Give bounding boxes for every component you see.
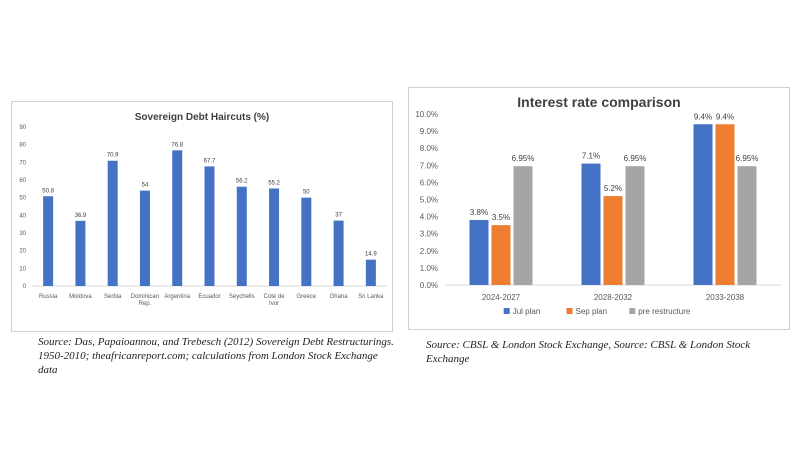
y-tick-label: 0 bbox=[23, 284, 27, 290]
x-tick-label: Ghana bbox=[330, 294, 349, 300]
bar-value-label: 5.2% bbox=[604, 184, 622, 193]
bar-value-label: 55.2 bbox=[268, 180, 280, 186]
legend-label: Sep plan bbox=[576, 307, 608, 316]
x-tick-label: Sri Lanka bbox=[358, 294, 384, 300]
bar bbox=[204, 166, 215, 286]
bar bbox=[715, 124, 735, 285]
bar-value-label: 9.4% bbox=[716, 112, 734, 121]
legend-swatch bbox=[503, 308, 510, 314]
y-tick-label: 6.0% bbox=[420, 178, 438, 187]
x-tick-label-line: Dominican bbox=[131, 294, 159, 300]
legend-label: pre restructure bbox=[638, 307, 691, 316]
bar bbox=[172, 150, 183, 286]
legend-label: Jul plan bbox=[513, 307, 541, 316]
source-caption-left: Source: Das, Papaioannou, and Trebesch (… bbox=[38, 336, 394, 376]
bar bbox=[365, 259, 376, 286]
bar bbox=[139, 190, 150, 286]
chart-title: Sovereign Debt Haircuts (%) bbox=[135, 112, 269, 123]
x-tick-label: 2033-2038 bbox=[706, 293, 745, 302]
bar-value-label: 50.8 bbox=[42, 188, 54, 194]
bar bbox=[107, 160, 118, 286]
y-tick-label: 40 bbox=[19, 213, 26, 219]
bar bbox=[737, 166, 757, 285]
x-tick-label: Seychells bbox=[229, 294, 255, 300]
bar-value-label: 14.9 bbox=[365, 252, 377, 258]
bar-value-label: 7.1% bbox=[582, 152, 600, 161]
y-tick-label: 90 bbox=[19, 125, 26, 131]
bar bbox=[603, 196, 623, 285]
x-tick-label: Cote de Ivor bbox=[264, 294, 286, 307]
y-tick-label: 8.0% bbox=[420, 144, 438, 153]
bar bbox=[301, 197, 312, 286]
bar bbox=[491, 225, 511, 285]
x-tick-label: Serbia bbox=[104, 294, 122, 300]
bar bbox=[236, 186, 247, 286]
bar-value-label: 37 bbox=[335, 213, 342, 219]
y-tick-label: 20 bbox=[19, 249, 26, 255]
bar bbox=[581, 163, 601, 285]
y-tick-label: 9.0% bbox=[420, 127, 438, 136]
bar bbox=[469, 220, 489, 285]
bar-value-label: 56.2 bbox=[236, 179, 248, 185]
bar-value-label: 3.5% bbox=[492, 213, 510, 222]
bar bbox=[625, 166, 645, 285]
x-tick-label: 2024-2027 bbox=[482, 293, 521, 302]
y-tick-label: 7.0% bbox=[420, 161, 438, 170]
y-tick-label: 80 bbox=[19, 143, 26, 149]
haircuts-chart-panel: Sovereign Debt Haircuts (%) 0 10 20 30 40 50 60… bbox=[11, 101, 393, 332]
chart-title: Interest rate comparison bbox=[517, 94, 680, 110]
y-tick-label: 4.0% bbox=[420, 213, 438, 222]
y-tick-label: 10 bbox=[19, 266, 26, 272]
y-tick-label: 2.0% bbox=[420, 247, 438, 256]
bar-value-label: 36.9 bbox=[75, 213, 87, 219]
haircuts-chart: Sovereign Debt Haircuts (%) 0 10 20 30 40 50 60… bbox=[19, 112, 387, 307]
y-tick-label: 10.0% bbox=[415, 110, 438, 119]
bar bbox=[43, 196, 54, 286]
interest-rate-chart: Interest rate comparison 0.0% 1.0% 2.0% 3.0%… bbox=[415, 94, 781, 316]
y-tick-label: 30 bbox=[19, 231, 26, 237]
bar-value-label: 9.4% bbox=[694, 112, 712, 121]
x-tick-label: Moldova bbox=[69, 294, 92, 300]
bar-value-label: 6.95% bbox=[624, 154, 647, 163]
y-tick-label: 50 bbox=[19, 196, 26, 202]
x-tick-label-line: Rep. bbox=[139, 301, 152, 307]
bar-value-label: 6.95% bbox=[512, 154, 535, 163]
y-tick-label: 3.0% bbox=[420, 230, 438, 239]
x-tick-label: Greece bbox=[296, 294, 316, 300]
legend-swatch bbox=[566, 308, 573, 314]
bar bbox=[513, 166, 533, 285]
y-tick-label: 5.0% bbox=[420, 196, 438, 205]
legend-swatch bbox=[629, 308, 636, 314]
bar-value-label: 50 bbox=[303, 190, 310, 196]
bar-value-label: 54 bbox=[142, 183, 149, 189]
bar-value-label: 6.95% bbox=[736, 154, 759, 163]
bar-value-label: 70.9 bbox=[107, 153, 119, 159]
x-tick-label: Dominican Rep. bbox=[131, 294, 159, 307]
bar bbox=[333, 220, 344, 286]
bar bbox=[693, 124, 713, 285]
bar bbox=[75, 220, 86, 286]
y-tick-label: 0.0% bbox=[420, 281, 438, 290]
x-tick-label: Argentina bbox=[164, 294, 190, 300]
x-tick-label: Ecuador bbox=[198, 294, 220, 300]
x-tick-label-line: Ivor bbox=[269, 301, 279, 307]
x-tick-label: 2028-2032 bbox=[594, 293, 633, 302]
bar-value-label: 3.8% bbox=[470, 208, 488, 217]
bar bbox=[269, 188, 280, 286]
bar-value-label: 76.8 bbox=[171, 142, 183, 148]
y-tick-label: 60 bbox=[19, 178, 26, 184]
x-tick-label: Russia bbox=[39, 294, 58, 300]
x-tick-label-line: Cote de bbox=[264, 294, 286, 300]
y-tick-label: 70 bbox=[19, 160, 26, 166]
source-caption-right: Source: CBSL & London Stock Exchange, So… bbox=[426, 339, 751, 365]
y-tick-label: 1.0% bbox=[420, 264, 438, 273]
bar-value-label: 67.7 bbox=[204, 158, 216, 164]
interest-rate-chart-panel: Interest rate comparison 0.0% 1.0% 2.0% 3.0%… bbox=[408, 87, 790, 330]
